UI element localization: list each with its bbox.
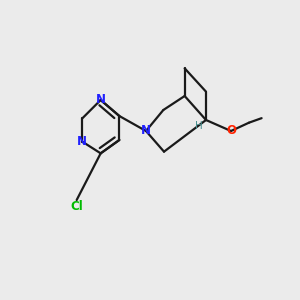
Text: N: N [141,124,151,137]
Text: Cl: Cl [70,200,83,213]
Text: N: N [77,135,87,148]
Text: N: N [96,94,106,106]
Text: H: H [195,121,203,131]
Text: O: O [226,124,236,137]
